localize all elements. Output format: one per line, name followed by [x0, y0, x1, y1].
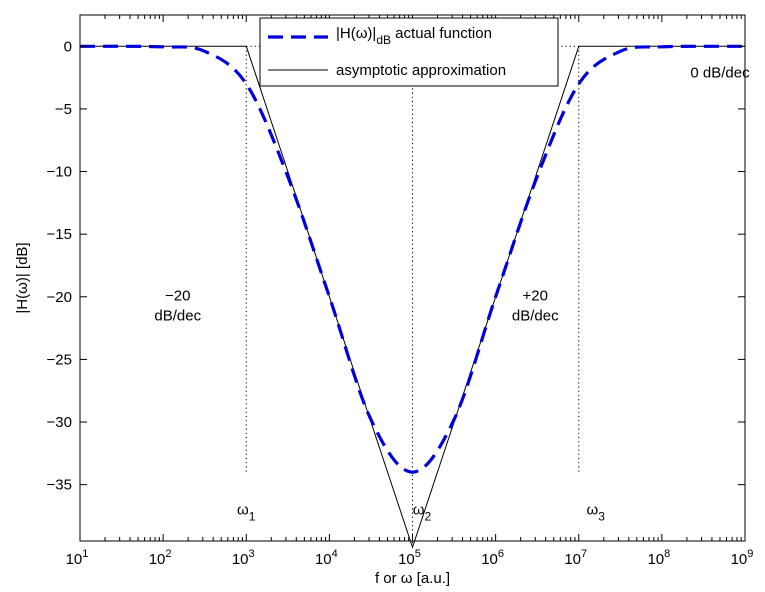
legend-label-asymptotic: asymptotic approximation	[336, 62, 506, 79]
x-tick-base: 10	[647, 551, 664, 568]
x-tick-exponent: 1	[82, 548, 88, 560]
omega-label-1: ω1	[237, 502, 256, 524]
legend-label-subscript: dB	[376, 33, 391, 47]
slope-annotation-line: dB/dec	[154, 308, 201, 325]
x-tick-label: 105	[398, 548, 421, 568]
slope-annotation-3: −20 dB/dec	[154, 288, 201, 325]
x-tick-label: 106	[481, 548, 504, 568]
x-tick-exponent: 3	[249, 548, 255, 560]
x-tick-exponent: 6	[498, 548, 504, 560]
omega-symbol: ω	[237, 502, 249, 519]
slope-annotation-line: dB/dec	[512, 308, 559, 325]
legend-box	[259, 17, 559, 87]
x-tick-exponent: 7	[581, 548, 587, 560]
slope-annotation-line: +20	[523, 288, 548, 305]
x-tick-exponent: 9	[747, 548, 753, 560]
x-tick-base: 10	[481, 551, 498, 568]
x-tick-base: 10	[66, 551, 83, 568]
y-tick-label: −15	[47, 226, 72, 243]
y-tick-label: −35	[47, 477, 72, 494]
y-tick-label: −20	[47, 289, 72, 306]
omega-symbol: ω	[413, 502, 425, 519]
omega-label-2: ω2	[413, 502, 432, 524]
y-tick-label: −25	[47, 351, 72, 368]
x-tick-exponent: 8	[664, 548, 670, 560]
legend: |H(ω)|dB actual function asymptotic appro…	[259, 17, 559, 87]
x-axis-label: f or ω [a.u.]	[375, 570, 450, 587]
slope-annotation-line: −20	[165, 288, 190, 305]
x-tick-exponent: 2	[165, 548, 171, 560]
x-tick-base: 10	[149, 551, 166, 568]
y-tick-label: −10	[47, 164, 72, 181]
x-tick-label: 108	[647, 548, 670, 568]
omega-symbol: ω	[587, 502, 599, 519]
slope-annotation-line: 0 dB/dec	[690, 65, 750, 82]
y-tick-label: 0	[64, 38, 72, 55]
x-tick-base: 10	[731, 551, 748, 568]
legend-label-rest: actual function	[391, 25, 492, 42]
y-tick-label: −30	[47, 414, 72, 431]
x-tick-exponent: 4	[332, 548, 338, 560]
omega-subscript: 1	[249, 510, 256, 524]
axes-layer: 101 102 103 104 105 106 107 108 1090−5−10−15−20−…	[14, 14, 754, 587]
x-tick-label: 102	[149, 548, 172, 568]
x-tick-base: 10	[564, 551, 581, 568]
slope-annotation-2: 0 dB/dec	[690, 65, 750, 82]
x-tick-exponent: 5	[415, 548, 421, 560]
x-tick-label: 107	[564, 548, 587, 568]
x-tick-label: 104	[315, 548, 338, 568]
x-tick-label: 109	[731, 548, 754, 568]
x-tick-base: 10	[315, 551, 332, 568]
omega-subscript: 2	[424, 510, 431, 524]
asymptotic-approximation-line	[80, 45, 745, 549]
legend-label-actual: |H(ω)|dB actual function	[336, 25, 492, 47]
y-tick-label: −5	[55, 101, 72, 118]
actual-function-line	[79, 44, 746, 474]
x-tick-label: 101	[66, 548, 89, 568]
y-axis-label: |H(ω)| [dB]	[14, 242, 31, 313]
omega-subscript: 3	[598, 510, 605, 524]
slope-annotation-4: +20 dB/dec	[512, 288, 559, 325]
legend-label-main: |H(ω)|	[336, 25, 376, 42]
x-tick-base: 10	[398, 551, 415, 568]
x-tick-base: 10	[232, 551, 249, 568]
omega-label-3: ω3	[587, 502, 606, 524]
x-tick-label: 103	[232, 548, 255, 568]
